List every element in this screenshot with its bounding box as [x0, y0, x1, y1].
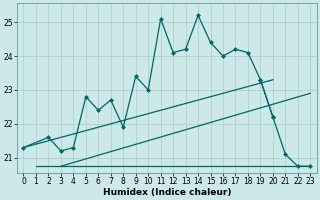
X-axis label: Humidex (Indice chaleur): Humidex (Indice chaleur): [103, 188, 231, 197]
